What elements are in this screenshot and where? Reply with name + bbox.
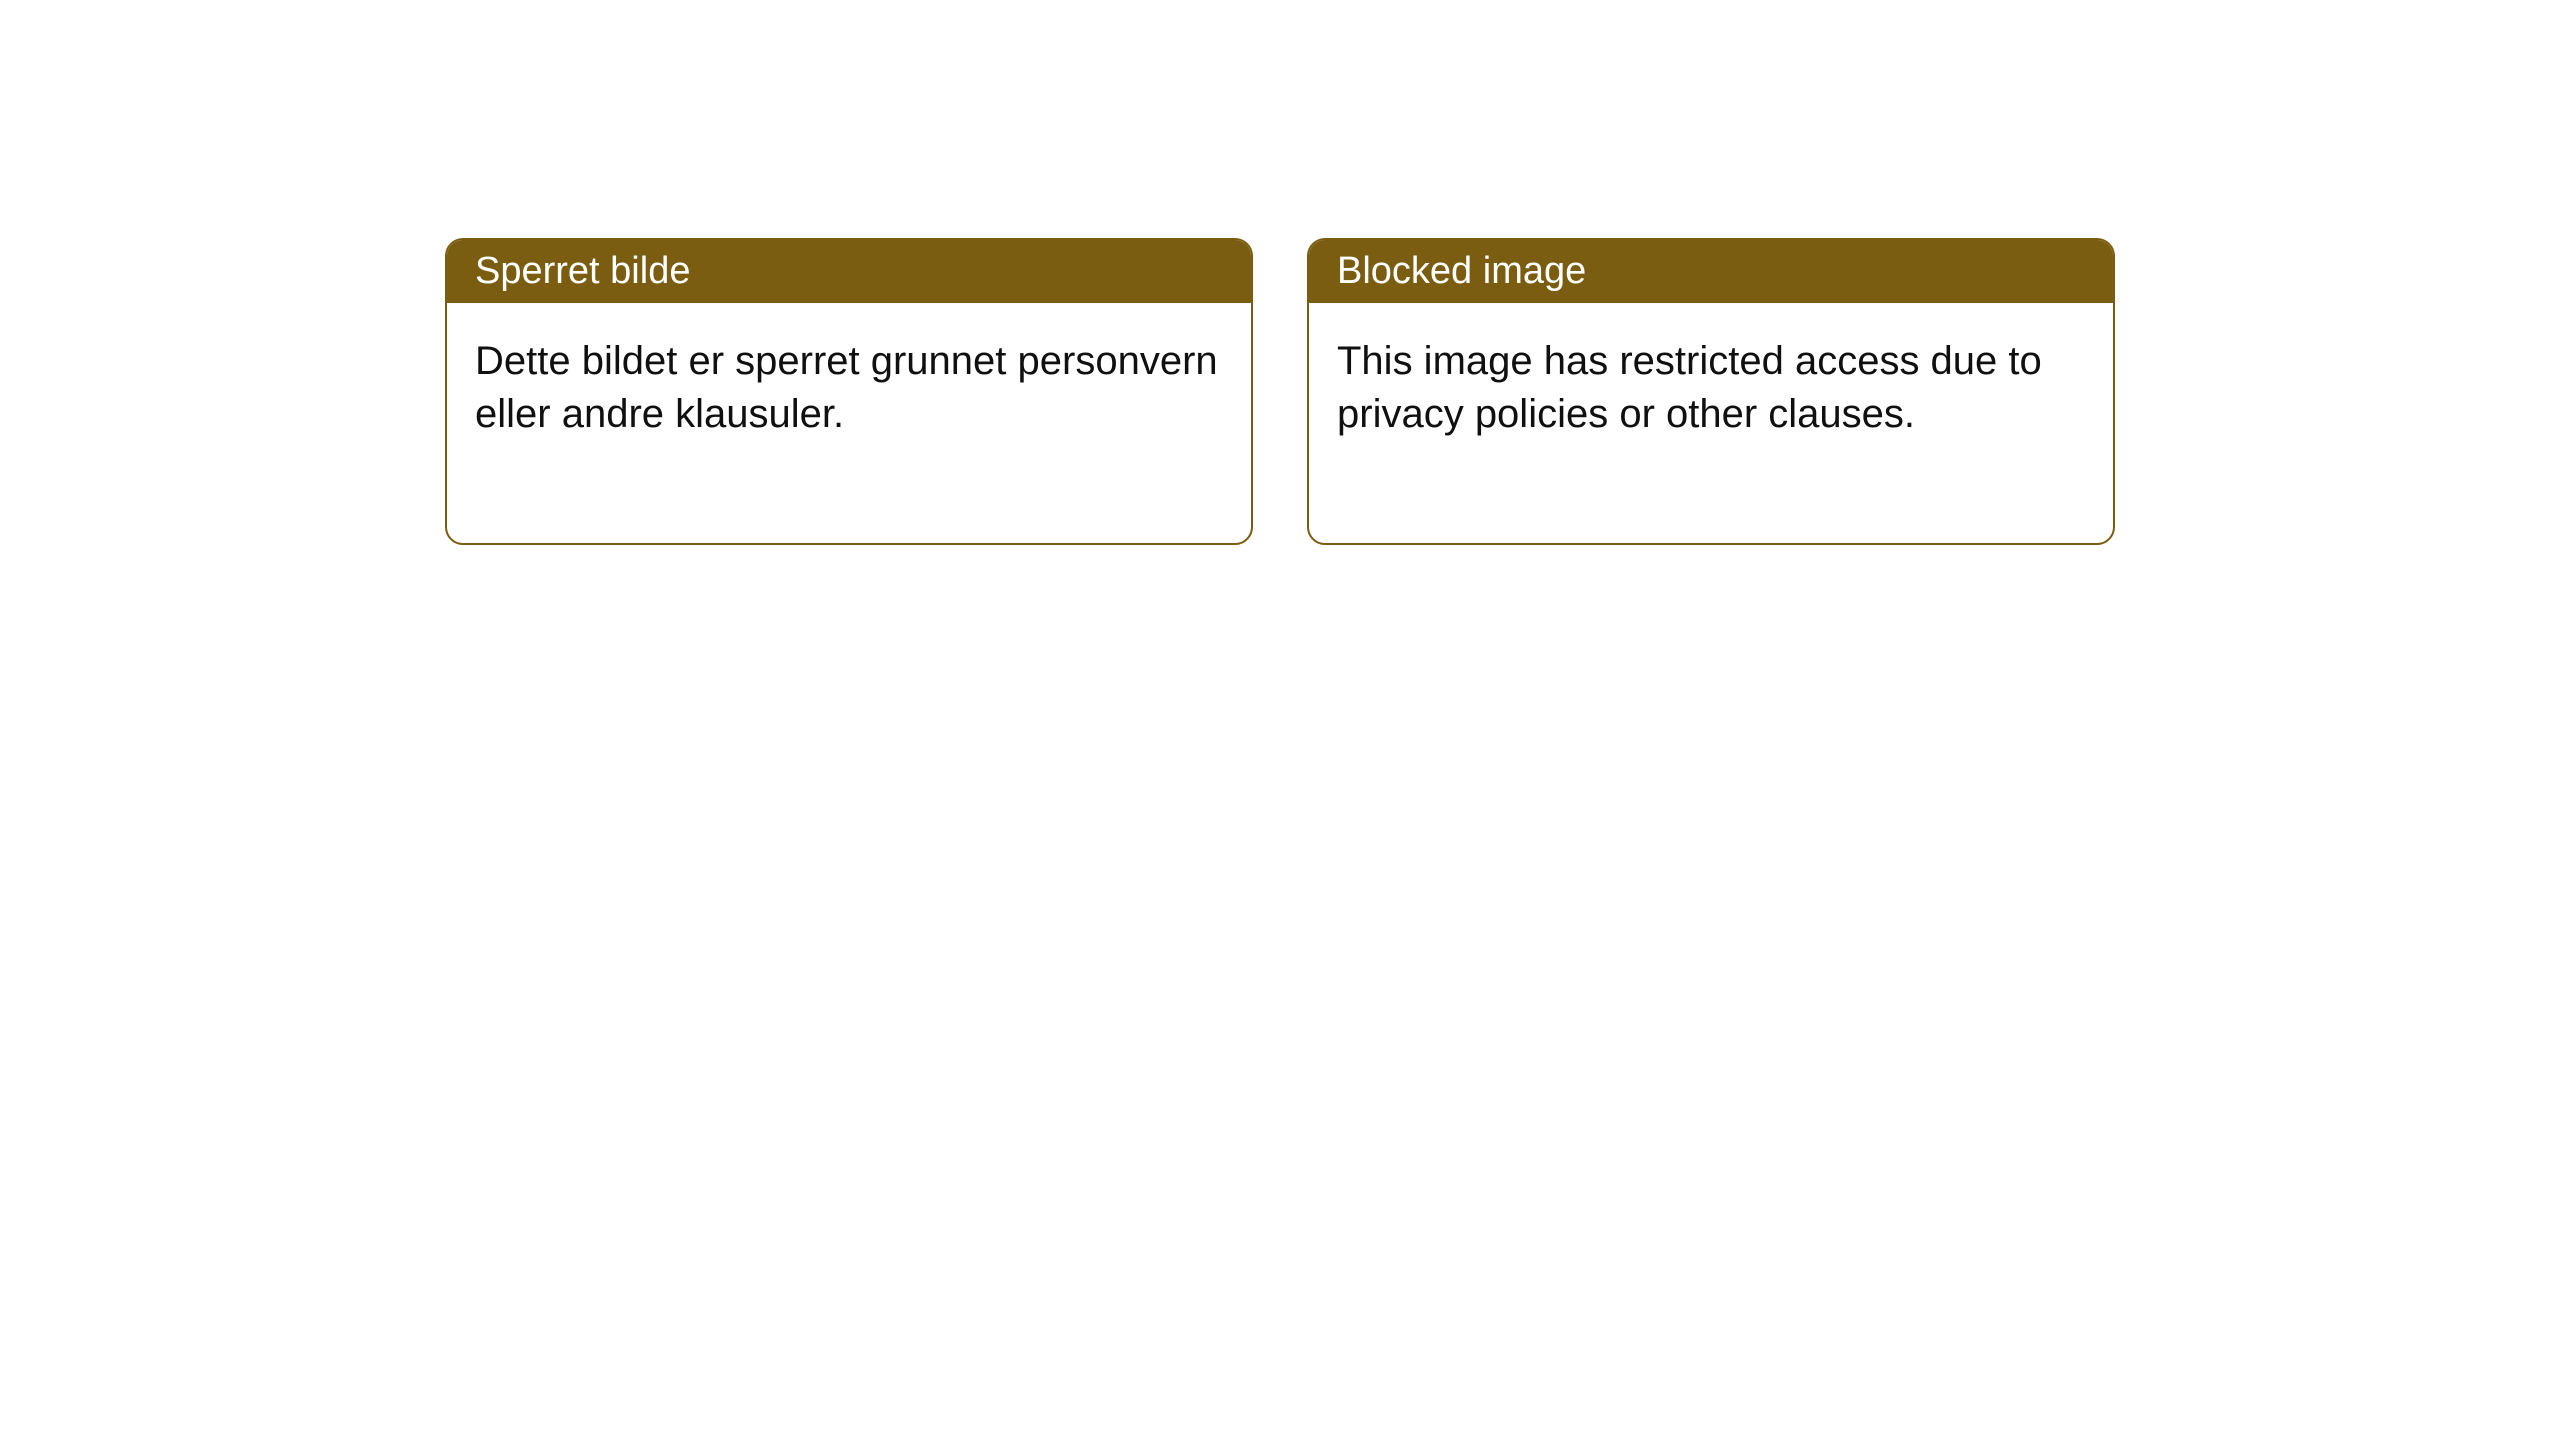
notice-title: Sperret bilde bbox=[475, 250, 690, 292]
notice-body-text: This image has restricted access due to … bbox=[1337, 339, 2042, 436]
notice-card-english: Blocked image This image has restricted … bbox=[1307, 238, 2115, 545]
notice-body: Dette bildet er sperret grunnet personve… bbox=[447, 303, 1251, 543]
notice-body-text: Dette bildet er sperret grunnet personve… bbox=[475, 339, 1218, 436]
notice-title: Blocked image bbox=[1337, 250, 1586, 292]
notice-header: Blocked image bbox=[1309, 240, 2113, 303]
notice-card-norwegian: Sperret bilde Dette bildet er sperret gr… bbox=[445, 238, 1253, 545]
notices-container: Sperret bilde Dette bildet er sperret gr… bbox=[445, 238, 2115, 545]
notice-header: Sperret bilde bbox=[447, 240, 1251, 303]
notice-body: This image has restricted access due to … bbox=[1309, 303, 2113, 543]
